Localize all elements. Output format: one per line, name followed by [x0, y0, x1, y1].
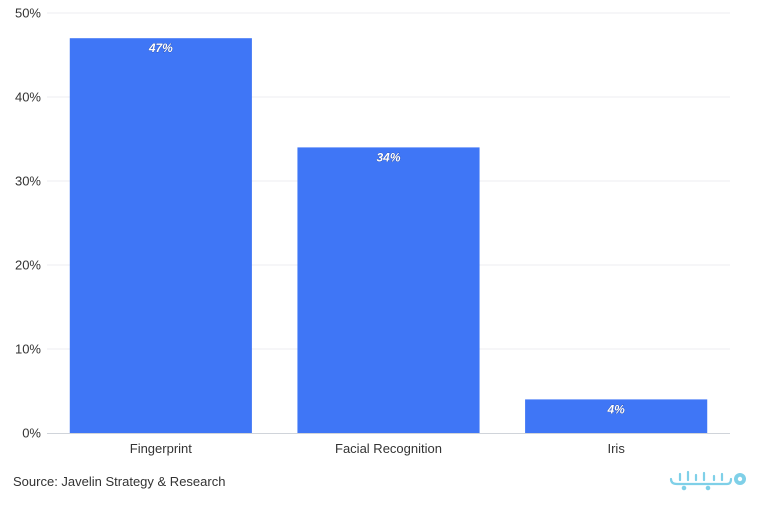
y-axis-tick-labels: 0% 10% 20% 30% 40% 50% — [15, 6, 41, 441]
bar-fingerprint — [69, 38, 252, 433]
source-note: Source: Javelin Strategy & Research — [13, 474, 226, 489]
y-tick-label: 0% — [22, 426, 41, 441]
bar-data-label: 34% — [376, 150, 400, 164]
x-axis-tick-labels: Fingerprint Facial Recognition Iris — [130, 441, 626, 456]
bar-data-label: 4% — [606, 402, 625, 416]
brand-logo-watermark — [669, 470, 746, 491]
bar-data-label: 47% — [148, 41, 173, 55]
bars: 47% 34% 4% — [69, 38, 708, 433]
y-tick-label: 30% — [15, 174, 41, 189]
y-tick-label: 10% — [15, 342, 41, 357]
bar-iris — [525, 399, 708, 433]
x-tick-label: Fingerprint — [130, 441, 193, 456]
y-tick-label: 40% — [15, 90, 41, 105]
y-tick-label: 50% — [15, 6, 41, 21]
y-tick-label: 20% — [15, 258, 41, 273]
bar-facial-recognition — [297, 147, 480, 433]
x-tick-label: Facial Recognition — [335, 441, 442, 456]
x-tick-label: Iris — [607, 441, 625, 456]
